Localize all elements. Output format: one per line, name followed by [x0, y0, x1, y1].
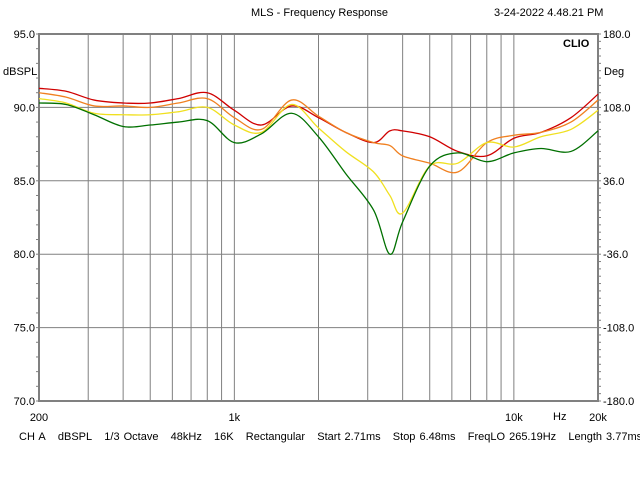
x-axis-label: Hz [553, 411, 567, 423]
y-tick-label: 75.0 [14, 323, 35, 335]
y-tick-label: 70.0 [14, 396, 35, 408]
footer-window: Rectangular [245, 431, 306, 443]
y-tick-label: 80.0 [14, 249, 35, 261]
x-tick-label: 20k [589, 412, 607, 424]
y-right-tick-label: -180.0 [603, 396, 634, 408]
x-tick-label: 10k [505, 412, 523, 424]
series-line-green [38, 102, 599, 255]
y-axis-label-left: dBSPL [3, 66, 38, 78]
y-right-tick-label: 36.0 [603, 176, 624, 188]
x-tick-label: 1k [229, 412, 241, 424]
series-line-yellow [38, 97, 599, 215]
y-tick-label: 95.0 [14, 29, 35, 41]
y-right-tick-label: -36.0 [603, 249, 628, 261]
footer-info: CH A dBSPL 1/3 Octave 48kHz 16K Rectangu… [19, 431, 640, 443]
y-right-tick-label: 180.0 [603, 29, 631, 41]
footer-start: Start 2.71ms [317, 431, 381, 443]
x-tick-label: 200 [30, 412, 48, 424]
footer-stop: Stop 6.48ms [392, 431, 456, 443]
footer-smoothing: 1/3 Octave [104, 431, 159, 443]
footer-length: Length 3.77ms [568, 431, 640, 443]
footer-freq-lo: FreqLO 265.19Hz [467, 431, 557, 443]
footer-size: 16K [214, 431, 234, 443]
y-right-tick-label: -108.0 [603, 323, 634, 335]
footer-unit: dBSPL [57, 431, 93, 443]
chart-title: MLS - Frequency Response [251, 7, 388, 19]
series-line-orange [38, 92, 599, 174]
y-tick-label: 90.0 [14, 102, 35, 114]
y-tick-label: 85.0 [14, 176, 35, 188]
clio-logo: CLIO [563, 38, 590, 50]
y-right-tick-label: 108.0 [603, 102, 631, 114]
footer-sample-rate: 48kHz [170, 431, 202, 443]
plot-frame [38, 33, 599, 402]
footer-channel: CH A [19, 431, 46, 443]
y-axis-label-right: Deg [604, 66, 625, 78]
timestamp: 3-24-2022 4.48.21 PM [494, 7, 604, 19]
